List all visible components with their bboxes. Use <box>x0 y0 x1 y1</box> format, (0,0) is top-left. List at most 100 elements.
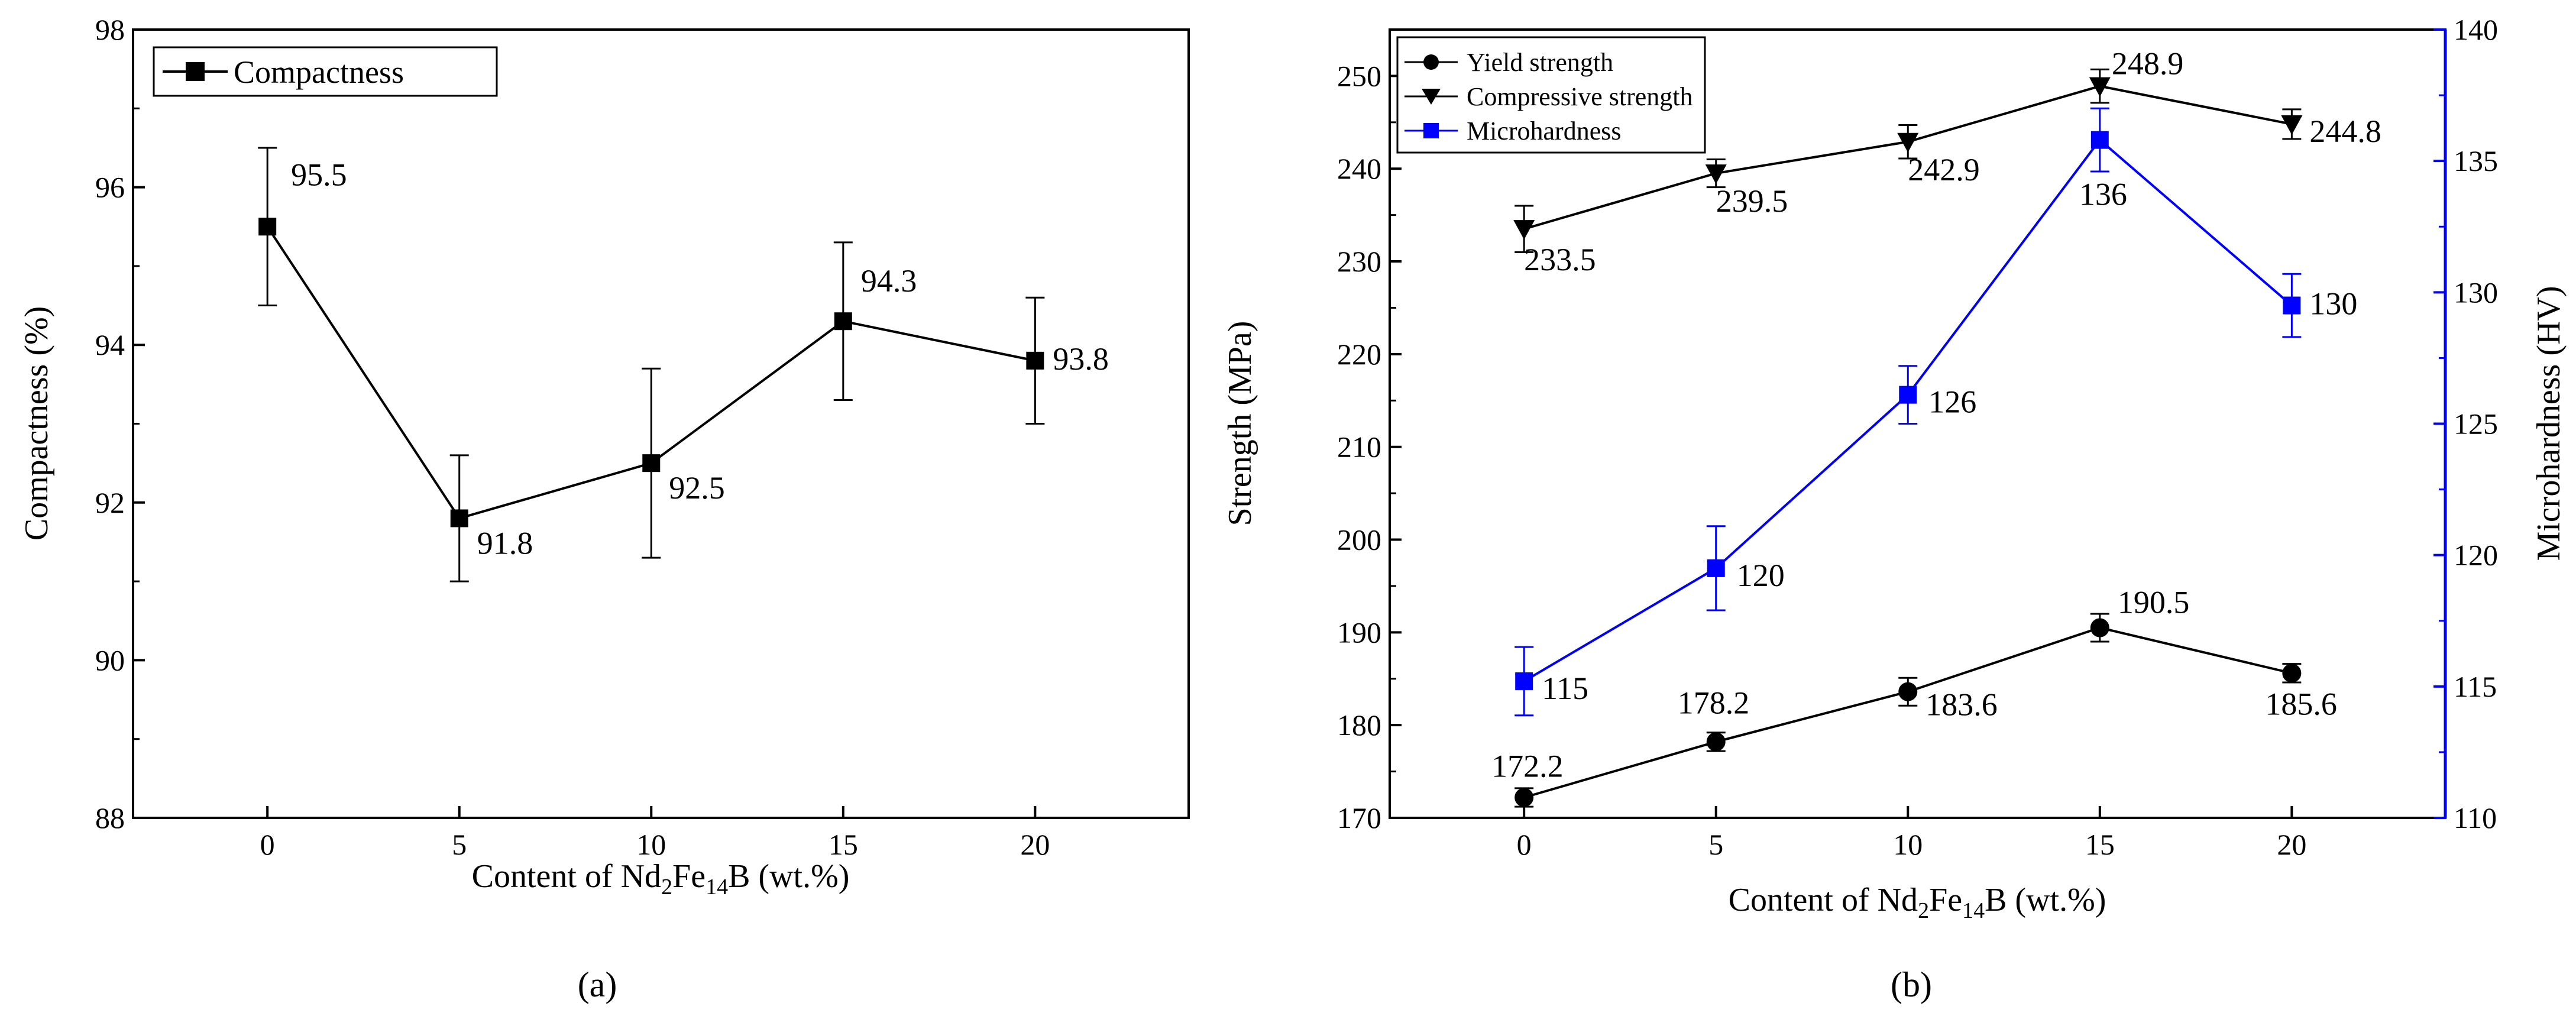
panel-a-x-tick-label: 20 <box>1020 828 1050 861</box>
panel-b-right-y-tick-label: 130 <box>2454 276 2498 309</box>
panel-b-left-y-tick-label: 190 <box>1337 616 1381 649</box>
panel-a-y-tick-label: 96 <box>95 171 125 204</box>
panel-b-yield-marker-circle <box>1898 682 1918 701</box>
panel-b-legend-box <box>1396 36 1706 154</box>
panel-b-compressive-marker-triangle <box>2281 115 2303 135</box>
panel-b-yield-marker-circle <box>2090 618 2109 637</box>
panel-a-compactness-marker-square <box>258 218 277 236</box>
panel-b-x-title-post: B (wt.%) <box>1985 882 2106 918</box>
panel-a-x-title-sub1: 2 <box>661 875 672 899</box>
panel-b-microhardness-marker-square <box>2283 296 2301 315</box>
panel-a-y-tick-label: 90 <box>95 643 125 677</box>
panel-a-x-ticks: 0 5 10 15 20 <box>260 806 1050 861</box>
panel-a-compactness-marker-square <box>450 509 468 527</box>
panel-a-compactness-data-label: 91.8 <box>477 525 533 561</box>
panel-b-legend-label-yield: Yield strength <box>1467 48 1613 77</box>
panel-a-y-axis-title: Compactness (%) <box>18 306 55 541</box>
panel-b-yield-line <box>1523 626 2292 799</box>
panel-b-yield-marker-circle <box>1514 788 1534 807</box>
panel-b-microhardness-marker-square <box>1515 672 1533 690</box>
panel-b-left-y-tick-label: 250 <box>1337 59 1381 92</box>
panel-a-x-title-mid: Fe <box>672 858 706 895</box>
panel-b-yield-marker-circle <box>1706 732 1726 752</box>
panel-b-right-y-ticks: 110 115 120 125 130 135 140 <box>2433 13 2498 834</box>
panel-b-yield-data-label: 172.2 <box>1491 748 1564 784</box>
panel-a-x-title-post: B (wt.%) <box>728 858 849 895</box>
panel-a-x-tick-label: 0 <box>260 828 275 861</box>
panel-b-compressive-data-label: 244.8 <box>2309 114 2381 149</box>
panel-b-left-y-tick-label: 240 <box>1337 152 1381 185</box>
panel-a-x-tick-label: 10 <box>636 828 666 861</box>
panel-b-x-title-sub1: 2 <box>1918 898 1929 923</box>
panel-b-yield-marker-circle <box>2282 664 2302 683</box>
panel-b-compressive-marker-triangle <box>1897 132 1919 153</box>
panel-b-x-tick-label: 10 <box>1893 828 1923 861</box>
panel-a-y-tick-label: 94 <box>95 328 125 361</box>
panel-b-right-y-tick-label: 125 <box>2454 407 2498 441</box>
panel-b-compressive-marker-triangle <box>1513 220 1535 240</box>
panel-b-legend-marker-square <box>1423 123 1439 138</box>
panel-a-label: (a) <box>578 965 617 1004</box>
panel-a-x-title-pre: Content of Nd <box>472 858 661 895</box>
panel-b-left-y-tick-label: 200 <box>1337 523 1381 556</box>
panel-b-microhardness-marker-square <box>2090 131 2109 149</box>
panel-b-x-tick-label: 15 <box>2085 828 2115 861</box>
panel-b-left-y-ticks: 170 180 190 200 210 220 230 240 250 <box>1337 59 1402 834</box>
panel-b-right-y-tick-label: 110 <box>2454 801 2497 834</box>
panel-a-x-tick-label: 5 <box>452 828 467 861</box>
panel-b-left-y-tick-label: 180 <box>1337 708 1381 742</box>
panel-a-legend: Compactness <box>153 46 498 97</box>
panel-b-microhardness-marker-square <box>1707 559 1725 577</box>
panel-b-x-title-mid: Fe <box>1929 882 1962 918</box>
panel-b-right-y-tick-label: 120 <box>2454 539 2498 572</box>
panel-a-compactness-data-label: 92.5 <box>669 470 725 506</box>
panel-b-compressive-data-label: 242.9 <box>1908 152 1980 187</box>
panel-b-microhardness-data-label: 115 <box>1542 671 1588 706</box>
panel-b-yield-data-label: 190.5 <box>2118 585 2190 620</box>
panel-b-x-ticks: 0 5 10 15 20 <box>1517 806 2306 861</box>
panel-b-yield-data-label: 185.6 <box>2265 686 2337 721</box>
panel-b-x-axis-title: Content of Nd2Fe14B (wt.%) <box>1729 882 2106 923</box>
panel-b-label: (b) <box>1891 965 1932 1004</box>
panel-b-right-y-tick-label: 140 <box>2454 13 2498 46</box>
panel-b-microhardness-data-label: 120 <box>1737 558 1785 593</box>
panel-a-compactness-data-label: 95.5 <box>291 157 347 192</box>
panel-b-x-title-sub2: 14 <box>1962 898 1985 923</box>
panel-a-compactness-marker-square <box>1026 351 1044 370</box>
panel-a-series: 95.5 91.8 92.5 94.3 93.8 <box>258 147 1109 582</box>
panel-b-legend-marker-triangle <box>1422 89 1441 105</box>
panel-a-x-title-sub2: 14 <box>706 875 728 899</box>
panel-b-left-y-tick-label: 170 <box>1337 801 1381 834</box>
panel-a-y-tick-label: 92 <box>95 486 125 519</box>
panel-b-microhardness-data-label: 126 <box>1928 384 1976 420</box>
panel-b-microhardness-data-label: 130 <box>2309 286 2357 322</box>
panel-b-legend: Yield strength Compressive strength Micr… <box>1396 36 1706 154</box>
panel-b-left-y-tick-label: 220 <box>1337 338 1381 371</box>
panel-b-left-y-tick-label: 230 <box>1337 245 1381 278</box>
panel-b-compressive-data-label: 248.9 <box>2112 46 2184 82</box>
panel-b-legend-label-compressive: Compressive strength <box>1467 82 1693 111</box>
panel-b-compressive-data-label: 239.5 <box>1716 183 1788 219</box>
panel-a-compactness-marker-square <box>834 312 852 331</box>
panel-a-x-axis-title: Content of Nd2Fe14B (wt.%) <box>472 858 850 899</box>
panel-b-legend-marker-circle <box>1423 54 1439 70</box>
panel-a-compactness-data-label: 93.8 <box>1053 341 1109 377</box>
panel-b-series: 233.5 239.5 242.9 248.9 244.8 115 120 126 136 130… <box>1491 46 2381 808</box>
panel-b-compressive-data-label: 233.5 <box>1524 242 1596 277</box>
panel-b-compressive-marker-triangle <box>2089 77 2111 97</box>
panel-a-compactness-chart: 88 90 92 94 96 98 0 5 10 15 20 95.5 91.8 92.5 94.3 93… <box>18 13 1190 1004</box>
panel-b-x-tick-label: 5 <box>1708 828 1723 861</box>
panel-b-compressive-marker-triangle <box>1705 164 1727 185</box>
panel-b-right-y-axis-title: Microhardness (HV) <box>2530 286 2567 561</box>
panel-b-left-y-tick-label: 210 <box>1337 431 1381 464</box>
panel-b-left-y-axis-title: Strength (MPa) <box>1222 321 1258 526</box>
panel-a-compactness-marker-square <box>642 454 661 472</box>
panel-a-y-ticks: 88 90 92 94 96 98 <box>95 13 145 834</box>
panel-b-x-tick-label: 20 <box>2277 828 2306 861</box>
panel-b-x-tick-label: 0 <box>1517 828 1532 861</box>
panel-b-yield-data-label: 178.2 <box>1678 685 1750 720</box>
panel-b-legend-label-microhardness: Microhardness <box>1467 116 1622 145</box>
panel-a-y-tick-label: 88 <box>95 801 125 834</box>
panel-a-legend-label-compactness: Compactness <box>234 54 404 90</box>
